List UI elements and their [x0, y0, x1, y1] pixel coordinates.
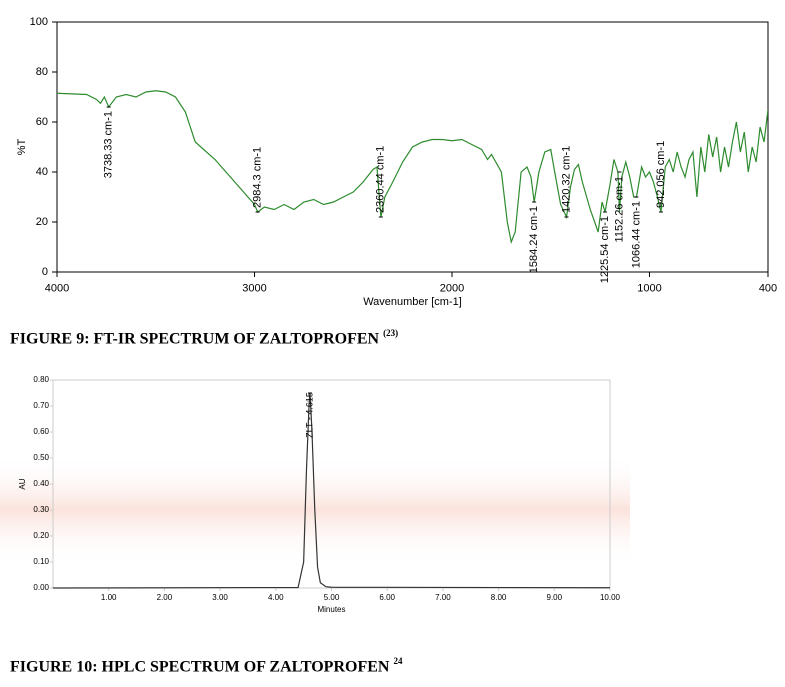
y-tick-label: 0	[42, 266, 48, 278]
y-tick-label: 60	[36, 116, 48, 128]
peak-label: 942.056 cm-1	[655, 141, 667, 208]
peak-label: 1420.32 cm-1	[560, 146, 572, 213]
spectrum-line	[53, 392, 610, 589]
y-axis-label: %T	[16, 138, 28, 155]
y-tick-label: 0.30	[33, 505, 49, 514]
y-tick-label: 0.70	[33, 401, 49, 410]
peak-label: ZLT - 4.615	[304, 392, 314, 438]
peak-label: 1225.54 cm-1	[599, 216, 611, 283]
x-axis-label: Minutes	[317, 605, 345, 614]
y-tick-label: 0.10	[33, 557, 49, 566]
x-axis-label: Wavenumber [cm-1]	[363, 296, 462, 308]
peak-label: 2984.3 cm-1	[252, 147, 264, 208]
x-tick-label: 3.00	[212, 593, 228, 602]
x-tick-label: 400	[759, 282, 777, 294]
peak-label: 1066.44 cm-1	[630, 201, 642, 268]
x-tick-label: 9.00	[547, 593, 563, 602]
peak-label: 1152.26 cm-1	[613, 176, 625, 242]
figure-caption: FIGURE 10: HPLC SPECTRUM OF ZALTOPROFEN	[10, 659, 390, 676]
x-tick-label: 6.00	[379, 593, 395, 602]
y-tick-label: 100	[30, 16, 48, 28]
spectrum-line	[57, 90, 768, 245]
x-tick-label: 4.00	[268, 593, 284, 602]
caption-reference: (23)	[383, 328, 398, 338]
x-tick-label: 7.00	[435, 593, 451, 602]
y-tick-label: 0.80	[33, 375, 49, 384]
x-tick-label: 2.00	[157, 593, 173, 602]
x-tick-label: 2000	[440, 282, 464, 294]
y-tick-label: 80	[36, 66, 48, 78]
y-tick-label: 0.20	[33, 531, 49, 540]
y-tick-label: 0.40	[33, 479, 49, 488]
figure-caption: FIGURE 9: FT-IR SPECTRUM OF ZALTOPROFEN	[10, 331, 380, 348]
y-tick-label: 0.50	[33, 453, 49, 462]
x-tick-label: 1000	[637, 282, 661, 294]
plot-frame	[56, 21, 769, 273]
y-tick-label: 0.00	[33, 583, 49, 592]
x-tick-label: 3000	[242, 282, 266, 294]
y-tick-label: 40	[36, 166, 48, 178]
x-tick-label: 1.00	[101, 593, 117, 602]
y-tick-label: 0.60	[33, 427, 49, 436]
x-tick-label: 5.00	[324, 593, 340, 602]
x-tick-label: 4000	[45, 282, 69, 294]
caption-reference: 24	[393, 656, 403, 666]
peak-label: 1584.24 cm-1	[528, 206, 540, 273]
y-tick-label: 20	[36, 216, 48, 228]
peak-label: 2360.44 cm-1	[375, 146, 387, 213]
x-tick-label: 8.00	[491, 593, 507, 602]
y-axis-label: AU	[18, 478, 27, 489]
x-tick-label: 10.00	[600, 593, 621, 602]
peak-label: 3738.33 cm-1	[103, 111, 115, 178]
